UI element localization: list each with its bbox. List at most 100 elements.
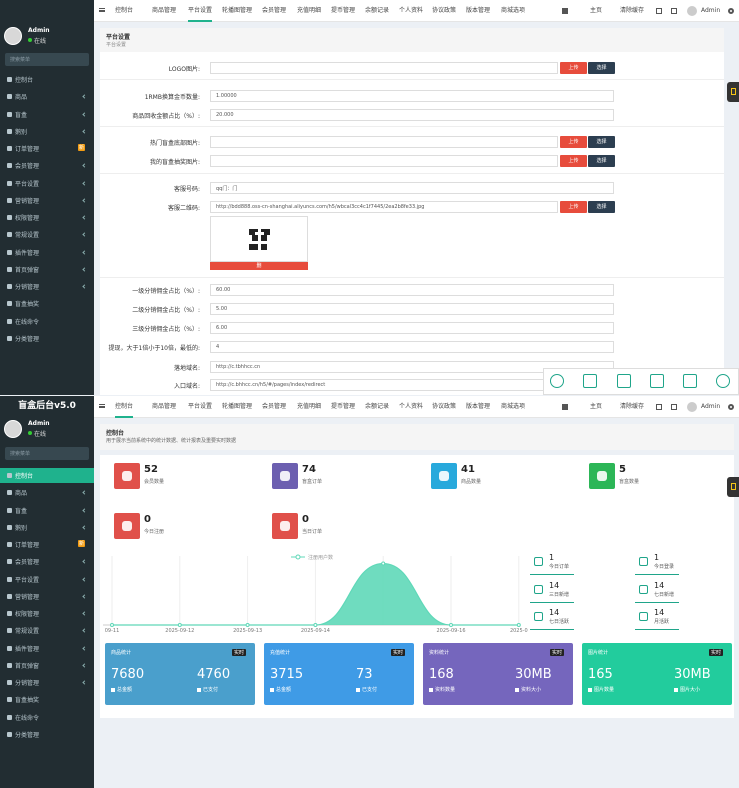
menu-item[interactable]: 首页弹窗: [0, 262, 94, 277]
menu-item[interactable]: 盲盒: [0, 107, 94, 122]
nav-tab[interactable]: 平台设置: [188, 0, 213, 22]
nav-home[interactable]: 主页: [590, 403, 603, 410]
toolbar-icon[interactable]: [716, 374, 730, 388]
menu-item[interactable]: 插件管理: [0, 245, 94, 260]
nav-tab[interactable]: 协议政策: [432, 7, 457, 14]
field-input[interactable]: 5.00: [210, 303, 614, 315]
menu-item[interactable]: 商品: [0, 485, 94, 500]
menu-item[interactable]: 盲盒抽奖: [0, 692, 94, 707]
field-input[interactable]: http://c.tbhhcc.cn: [210, 361, 614, 373]
nav-tab[interactable]: 提币管理: [331, 7, 356, 14]
nav-cache[interactable]: 清除缓存: [620, 7, 645, 14]
field-input[interactable]: [210, 62, 558, 74]
nav-tab[interactable]: 个人资料: [399, 403, 424, 410]
menu-chevron: [82, 249, 87, 255]
menu-item[interactable]: 营销管理: [0, 589, 94, 604]
nav-tab[interactable]: 商城选项: [501, 403, 526, 410]
nav-admin[interactable]: Admin: [701, 403, 721, 410]
point: [110, 623, 114, 627]
nav-tab[interactable]: 余额记录: [365, 403, 390, 410]
nav-tab[interactable]: 个人资料: [399, 7, 424, 14]
nav-tab[interactable]: 会员管理: [262, 403, 287, 410]
menu-item[interactable]: 权限管理: [0, 606, 94, 621]
upload-button[interactable]: 上传: [560, 201, 587, 213]
menu-item[interactable]: 权限管理: [0, 210, 94, 225]
toolbar-icon[interactable]: [550, 374, 564, 388]
field-input[interactable]: 6.00: [210, 322, 614, 334]
nav-tab[interactable]: 商品管理: [152, 403, 177, 410]
side-tab[interactable]: [727, 477, 739, 497]
nav-tab[interactable]: 余额记录: [365, 7, 390, 14]
menu-item[interactable]: 首页弹窗: [0, 658, 94, 673]
menu-item[interactable]: 常规设置: [0, 227, 94, 242]
menu-item[interactable]: 平台设置: [0, 176, 94, 191]
menu-item[interactable]: 分类管理: [0, 331, 94, 346]
search-box[interactable]: 搜索菜单: [5, 53, 89, 66]
field-input[interactable]: 1.00000: [210, 90, 614, 102]
side-tab[interactable]: [727, 82, 739, 102]
field-input[interactable]: [210, 155, 558, 167]
menu-item[interactable]: 控制台: [0, 468, 94, 483]
nav-tab[interactable]: 商城选项: [501, 7, 526, 14]
menu-item[interactable]: 盲盒: [0, 503, 94, 518]
menu-item[interactable]: 订单管理 新: [0, 537, 94, 552]
nav-tab[interactable]: 平台设置: [188, 403, 213, 410]
field-input[interactable]: 4: [210, 341, 614, 353]
menu-item[interactable]: 会员管理: [0, 158, 94, 173]
menu-item[interactable]: 在线命令: [0, 314, 94, 329]
nav-tab[interactable]: 充值明细: [297, 7, 322, 14]
menu-item[interactable]: 鹅别: [0, 124, 94, 139]
search-box[interactable]: 搜索菜单: [5, 447, 89, 460]
nav-tab[interactable]: 协议政策: [432, 403, 457, 410]
nav-tab[interactable]: 轮播图管理: [222, 403, 253, 410]
toolbar-icon[interactable]: [583, 374, 597, 388]
nav-tab[interactable]: 提币管理: [331, 403, 356, 410]
field-input[interactable]: 60.00: [210, 284, 614, 296]
field-input[interactable]: [210, 136, 558, 148]
upload-button[interactable]: 上传: [560, 155, 587, 167]
menu-label: 控制台: [15, 77, 34, 84]
nav-tab[interactable]: 轮播图管理: [222, 7, 253, 14]
nav-admin[interactable]: Admin: [701, 7, 721, 14]
quick-value: 1: [654, 553, 660, 562]
field-value: 6.00: [216, 325, 228, 331]
upload-button[interactable]: 上传: [560, 62, 587, 74]
menu-item[interactable]: 平台设置: [0, 572, 94, 587]
menu-item[interactable]: 分销管理: [0, 279, 94, 294]
nav-tab[interactable]: 版本管理: [466, 403, 491, 410]
nav-tab[interactable]: 充值明细: [297, 403, 322, 410]
toolbar-icon[interactable]: [617, 374, 631, 388]
upload-button[interactable]: 上传: [560, 136, 587, 148]
menu-item[interactable]: 会员管理: [0, 554, 94, 569]
menu-item[interactable]: 插件管理: [0, 641, 94, 656]
nav-tab[interactable]: 商品管理: [152, 7, 177, 14]
qr-delete[interactable]: 删: [210, 262, 308, 270]
nav-cache[interactable]: 清除缓存: [620, 403, 645, 410]
field-input[interactable]: qq门：门: [210, 182, 614, 194]
menu-item[interactable]: 在线命令: [0, 710, 94, 725]
menu-item[interactable]: 盲盒抽奖: [0, 296, 94, 311]
field-input[interactable]: 20.000: [210, 109, 614, 121]
nav-tab[interactable]: 版本管理: [466, 7, 491, 14]
nav-home[interactable]: 主页: [590, 7, 603, 14]
menu-item[interactable]: 分销管理: [0, 675, 94, 690]
toolbar-icon[interactable]: [650, 374, 664, 388]
nav-tab[interactable]: 会员管理: [262, 7, 287, 14]
menu-item[interactable]: 营销管理: [0, 193, 94, 208]
nav-tab[interactable]: 控制台: [115, 7, 134, 14]
menu-item[interactable]: 常规设置: [0, 623, 94, 638]
select-button[interactable]: 选择: [588, 136, 615, 148]
field-input[interactable]: http://bdd888.oss-cn-shanghai.aliyuncs.c…: [210, 201, 558, 213]
menu-item[interactable]: 控制台: [0, 72, 94, 87]
menu-item[interactable]: 鹅别: [0, 520, 94, 535]
nav-tab[interactable]: 控制台: [115, 396, 134, 418]
menu-item[interactable]: 分类管理: [0, 727, 94, 742]
select-button[interactable]: 选择: [588, 155, 615, 167]
field-label: 提现，大于1倍小于10倍，最低的:: [108, 345, 200, 352]
select-button[interactable]: 选择: [588, 62, 615, 74]
toolbar-icon[interactable]: [683, 374, 697, 388]
menu-item[interactable]: 商品: [0, 89, 94, 104]
select-button[interactable]: 选择: [588, 201, 615, 213]
menu-item[interactable]: 订单管理 新: [0, 141, 94, 156]
stat-value: 5: [619, 464, 626, 475]
